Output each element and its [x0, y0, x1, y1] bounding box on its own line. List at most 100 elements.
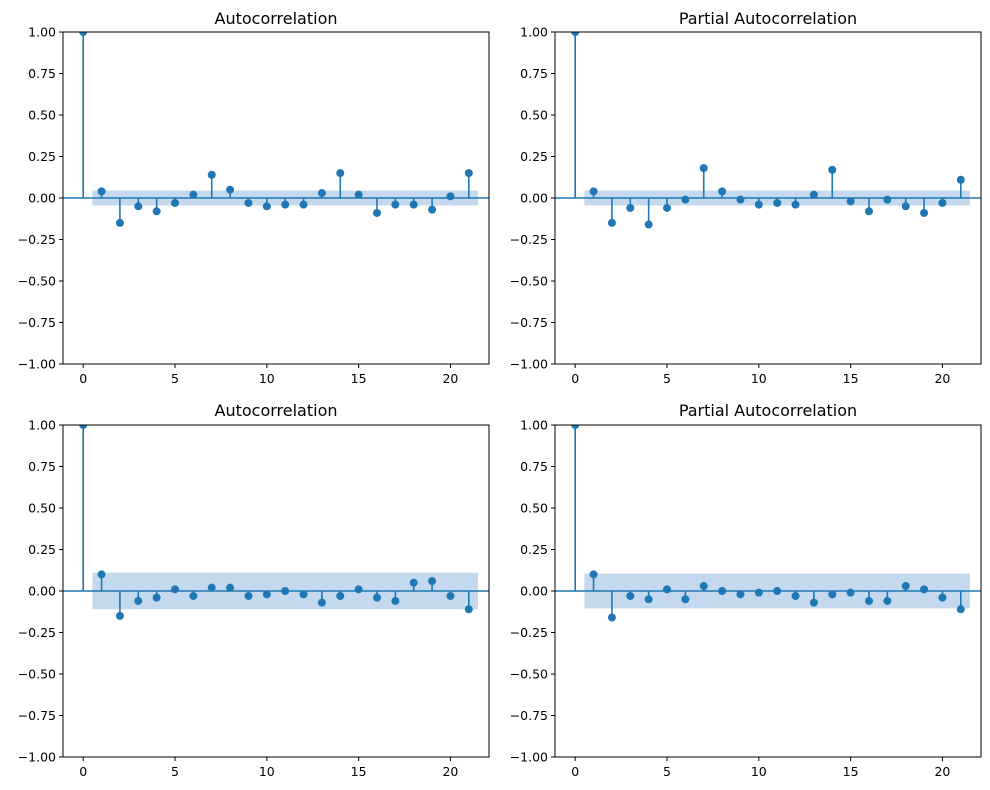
- marker-lag-18: [901, 202, 910, 211]
- marker-lag-6: [189, 591, 198, 600]
- marker-lag-8: [718, 587, 727, 595]
- y-tick-label: −0.75: [18, 315, 56, 330]
- panel-title: Partial Autocorrelation: [679, 9, 857, 28]
- marker-lag-16: [372, 208, 381, 217]
- x-tick-label: 20: [934, 764, 950, 779]
- marker-lag-12: [299, 200, 308, 209]
- marker-lag-10: [754, 588, 763, 597]
- plot-area: [555, 425, 981, 622]
- y-tick-label: −0.50: [510, 274, 548, 289]
- y-tick-label: −0.25: [18, 232, 56, 247]
- y-tick-label: −0.75: [510, 708, 548, 723]
- marker-lag-8: [718, 187, 727, 196]
- marker-lag-14: [336, 591, 345, 600]
- marker-lag-19: [428, 205, 437, 214]
- marker-lag-2: [115, 611, 124, 620]
- y-tick-label: 0.75: [520, 66, 548, 81]
- marker-lag-4: [644, 220, 653, 229]
- x-tick-label: 10: [259, 764, 275, 779]
- plot-area: [63, 32, 489, 227]
- marker-lag-9: [244, 198, 253, 207]
- y-tick-label: 1.00: [520, 418, 548, 433]
- marker-lag-11: [773, 198, 782, 207]
- y-tick-label: −1.00: [18, 357, 56, 372]
- marker-lag-19: [428, 577, 437, 586]
- marker-lag-15: [354, 585, 363, 594]
- x-tick-label: 0: [571, 371, 579, 386]
- marker-lag-12: [791, 200, 800, 209]
- x-tick-label: 10: [751, 371, 767, 386]
- y-tick-label: 0.75: [520, 459, 548, 474]
- marker-lag-1: [589, 187, 598, 196]
- panel-acf-top: Autocorrelation 1.00 0.75 0.50 0.25 0.00 −0.2…: [18, 9, 490, 386]
- marker-lag-4: [644, 595, 653, 604]
- marker-lag-5: [171, 585, 180, 594]
- marker-lag-1: [97, 187, 106, 196]
- marker-lag-13: [317, 189, 326, 198]
- y-tick-label: −0.50: [18, 274, 56, 289]
- marker-lag-11: [281, 200, 290, 209]
- marker-lag-14: [336, 169, 345, 178]
- x-tick-label: 0: [571, 764, 579, 779]
- plot-area: [63, 425, 489, 620]
- marker-lag-17: [883, 596, 892, 605]
- y-tick-label: −0.75: [510, 315, 548, 330]
- marker-lag-13: [809, 190, 818, 199]
- marker-lag-5: [663, 585, 672, 594]
- marker-lag-16: [372, 593, 381, 602]
- y-tick-label: −0.50: [18, 667, 56, 682]
- x-tick-label: 10: [259, 371, 275, 386]
- marker-lag-18: [901, 582, 910, 591]
- marker-lag-12: [299, 590, 308, 599]
- x-tick-label: 0: [79, 764, 87, 779]
- marker-lag-17: [883, 195, 892, 204]
- marker-lag-21: [464, 169, 473, 178]
- marker-lag-12: [791, 591, 800, 600]
- marker-lag-0: [571, 425, 580, 429]
- panel-pacf-top: Partial Autocorrelation 1.00 0.75 0.50 0.25…: [510, 9, 982, 386]
- marker-lag-18: [409, 200, 418, 209]
- y-tick-label: −0.25: [510, 625, 548, 640]
- marker-lag-8: [226, 583, 235, 592]
- marker-lag-6: [681, 195, 690, 204]
- marker-lag-2: [607, 218, 616, 227]
- marker-lag-15: [846, 588, 855, 597]
- plot-area: [555, 32, 981, 229]
- marker-lag-6: [681, 595, 690, 604]
- marker-lag-7: [699, 164, 708, 173]
- marker-lag-7: [699, 582, 708, 591]
- y-tick-label: 0.50: [520, 501, 548, 516]
- y-tick-label: 0.00: [520, 584, 548, 599]
- x-tick-label: 5: [663, 764, 671, 779]
- marker-lag-3: [134, 202, 143, 211]
- marker-lag-20: [446, 192, 455, 201]
- marker-lag-7: [207, 583, 216, 592]
- y-tick-label: 0.25: [28, 149, 56, 164]
- marker-lag-21: [956, 175, 965, 184]
- marker-lag-17: [391, 596, 400, 605]
- marker-lag-1: [589, 570, 598, 579]
- marker-lag-19: [920, 585, 929, 594]
- marker-lag-10: [754, 200, 763, 209]
- marker-lag-10: [262, 202, 271, 211]
- marker-lag-13: [317, 598, 326, 607]
- x-tick-label: 0: [79, 371, 87, 386]
- y-tick-label: −1.00: [510, 357, 548, 372]
- y-tick-label: 0.00: [28, 191, 56, 206]
- y-tick-label: 0.50: [28, 108, 56, 123]
- panel-acf-bottom: Autocorrelation 1.00 0.75 0.50 0.25 0.00 −0.2…: [18, 401, 490, 779]
- marker-lag-14: [828, 165, 837, 174]
- marker-lag-21: [956, 605, 965, 614]
- y-tick-label: 0.75: [28, 66, 56, 81]
- marker-lag-21: [464, 605, 473, 614]
- marker-lag-11: [281, 587, 290, 595]
- y-tick-label: −1.00: [510, 750, 548, 765]
- y-tick-label: −0.25: [18, 625, 56, 640]
- marker-lag-20: [446, 591, 455, 600]
- marker-lag-20: [938, 198, 947, 207]
- y-tick-label: 1.00: [520, 25, 548, 40]
- marker-lag-16: [864, 207, 873, 216]
- marker-lag-16: [864, 596, 873, 605]
